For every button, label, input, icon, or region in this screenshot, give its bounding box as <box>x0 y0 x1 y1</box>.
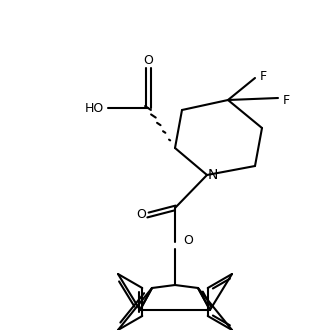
Text: F: F <box>259 70 267 82</box>
Text: O: O <box>183 234 193 247</box>
Text: O: O <box>143 54 153 68</box>
Text: HO: HO <box>84 102 104 115</box>
Text: O: O <box>136 209 146 221</box>
Text: F: F <box>282 93 289 107</box>
Text: N: N <box>208 168 218 182</box>
